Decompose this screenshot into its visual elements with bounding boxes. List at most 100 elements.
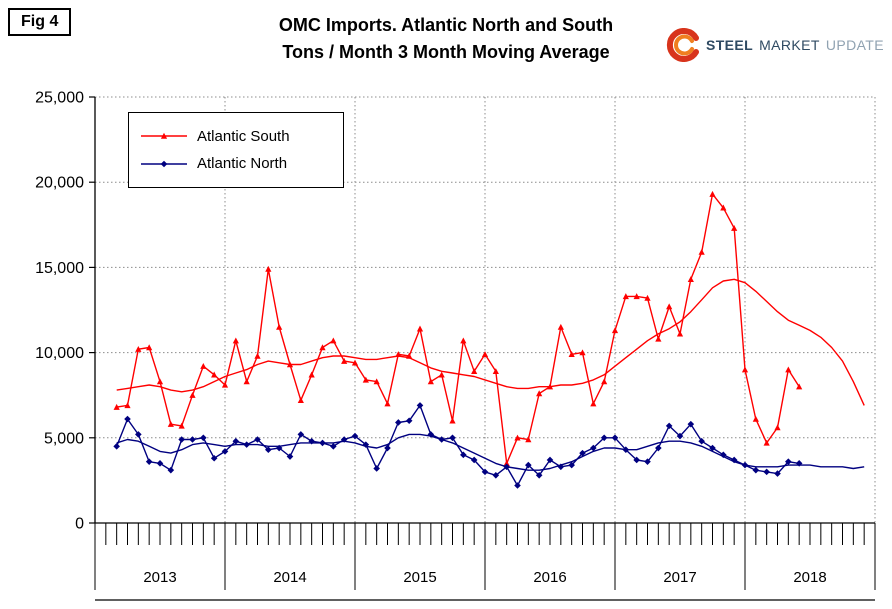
data-point-marker <box>470 456 478 464</box>
data-point-marker <box>297 431 305 438</box>
data-point-marker <box>254 436 261 443</box>
data-point-marker <box>525 436 532 443</box>
data-point-marker <box>200 363 207 369</box>
data-point-marker <box>709 190 716 197</box>
data-point-marker <box>731 225 738 231</box>
series-atlantic-north <box>113 402 803 489</box>
data-point-marker <box>449 417 456 424</box>
data-point-marker <box>687 420 695 428</box>
data-point-marker <box>644 294 651 301</box>
data-point-marker <box>449 434 456 442</box>
logo-word-update: UPDATE <box>825 37 884 53</box>
data-point-marker <box>362 376 369 383</box>
data-point-marker <box>514 434 521 441</box>
steel-market-update-logo: STEEL MARKET UPDATE <box>666 28 884 62</box>
data-point-marker <box>633 456 640 464</box>
data-point-marker <box>135 431 142 438</box>
legend-line-south-icon <box>141 132 187 139</box>
data-point-marker <box>514 482 521 489</box>
data-point-marker <box>687 276 694 283</box>
data-point-marker <box>763 439 770 446</box>
series-atlantic-north-3-month-moving-avg <box>116 433 865 471</box>
data-point-marker <box>698 437 705 445</box>
data-point-marker <box>546 456 554 464</box>
data-point-marker <box>655 444 662 452</box>
data-point-marker <box>796 383 803 390</box>
data-point-marker <box>622 293 629 300</box>
data-point-marker <box>330 337 337 344</box>
data-point-marker <box>416 402 424 409</box>
data-point-marker <box>232 337 239 344</box>
data-point-marker <box>655 335 662 342</box>
data-point-marker <box>590 400 597 407</box>
data-point-marker <box>774 424 781 431</box>
data-point-marker <box>156 378 164 385</box>
data-point-marker <box>145 458 153 465</box>
data-point-marker <box>676 330 684 337</box>
data-point-marker <box>265 265 272 272</box>
data-point-marker <box>405 417 413 425</box>
data-point-marker <box>160 160 168 168</box>
chart-title-line2: Tons / Month 3 Month Moving Average <box>282 42 610 62</box>
legend-item-atlantic-south: Atlantic South <box>141 128 331 145</box>
legend-label-atlantic-south: Atlantic South <box>197 127 290 145</box>
data-point-marker <box>221 381 229 388</box>
data-point-marker <box>438 371 445 378</box>
data-point-marker <box>676 432 684 440</box>
data-point-marker <box>481 468 489 476</box>
data-point-marker <box>579 449 586 457</box>
gridlines <box>95 96 876 523</box>
y-axis-labels: 0 5,000 10,000 15,000 20,000 25,000 <box>35 90 95 533</box>
data-point-marker <box>633 293 640 300</box>
data-point-marker <box>644 458 651 465</box>
chart-title-line1: OMC Imports. Atlantic North and South <box>278 15 614 35</box>
data-point-marker <box>178 436 185 443</box>
chart-legend: Atlantic South Atlantic North <box>128 112 344 188</box>
data-point-marker <box>384 400 391 407</box>
data-point-marker <box>351 359 359 366</box>
data-point-marker <box>774 470 781 477</box>
data-point-marker <box>351 432 359 440</box>
y-tick-label: 10,000 <box>35 345 84 362</box>
data-point-marker <box>752 466 760 474</box>
smu-swoosh-icon <box>666 28 699 62</box>
y-tick-label: 20,000 <box>35 175 84 192</box>
data-point-marker <box>276 323 283 330</box>
data-point-marker <box>200 434 207 442</box>
data-point-marker <box>146 344 153 351</box>
data-point-marker <box>167 420 174 427</box>
data-point-marker <box>384 444 391 452</box>
year-label: 2014 <box>273 569 306 586</box>
data-point-marker <box>124 402 131 409</box>
data-point-marker <box>135 345 142 352</box>
y-tick-label: 25,000 <box>35 90 84 107</box>
series-atlantic-south-3-month-moving-avg <box>116 278 865 406</box>
data-point-marker <box>557 323 564 330</box>
data-point-marker <box>611 327 619 334</box>
data-point-marker <box>471 368 478 375</box>
data-point-marker <box>243 378 250 385</box>
data-point-marker <box>460 337 467 344</box>
year-label: 2016 <box>533 569 566 586</box>
data-point-marker <box>319 344 326 351</box>
data-point-marker <box>568 461 575 469</box>
logo-word-steel: STEEL <box>705 37 754 53</box>
legend-label-atlantic-north: Atlantic North <box>197 155 288 173</box>
data-point-marker <box>600 434 608 442</box>
year-label: 2017 <box>663 569 696 586</box>
data-point-marker <box>297 397 304 404</box>
data-point-marker <box>341 357 348 364</box>
y-tick-label: 15,000 <box>35 260 84 277</box>
legend-item-atlantic-north: Atlantic North <box>141 155 331 172</box>
data-point-marker <box>492 368 499 375</box>
data-point-marker <box>232 437 240 445</box>
data-point-marker <box>156 460 164 467</box>
data-point-marker <box>590 444 597 452</box>
data-point-marker <box>427 378 434 385</box>
data-point-marker <box>763 468 770 476</box>
data-point-marker <box>113 443 120 450</box>
data-point-marker <box>525 461 532 469</box>
data-point-marker <box>741 366 749 373</box>
year-label: 2015 <box>403 569 436 586</box>
